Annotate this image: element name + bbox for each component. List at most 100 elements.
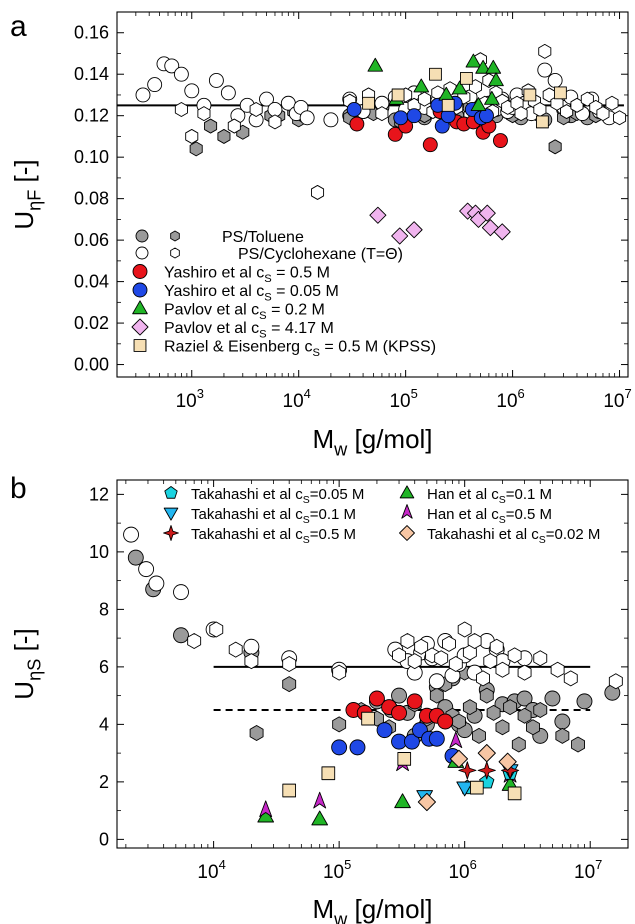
x-tick-base: 10 — [389, 391, 410, 412]
x-tick-exponent: 5 — [344, 857, 351, 872]
legend-marker-triangle — [399, 485, 415, 499]
x-axis-label-part: M — [312, 424, 334, 454]
legend-entry: Han et al cS=0.1 M — [399, 485, 552, 506]
x-tick-base: 10 — [323, 862, 344, 883]
data-point-triangle — [465, 53, 482, 68]
legend-entry: Takahashi et al cS=0.02 M — [399, 525, 600, 546]
data-point-circle — [422, 137, 438, 153]
legend-entry: Takahashi et al cS=0.5 M — [163, 525, 356, 546]
data-point-diamond — [449, 749, 469, 768]
legend-label-sub: S — [539, 534, 546, 546]
data-point-hexagon — [227, 118, 241, 134]
x-tick-base: 10 — [197, 862, 218, 883]
legend-label: PS/Cyclohexane (T=Θ) — [238, 246, 403, 263]
data-point-hexagon — [197, 106, 211, 122]
data-point-circle — [123, 526, 140, 543]
data-point-diamond — [477, 744, 496, 763]
plot-frame — [116, 11, 629, 378]
legend-marker-square — [133, 339, 147, 352]
data-point-square — [441, 98, 455, 112]
data-point-hexagon — [514, 106, 528, 122]
data-point-square — [361, 711, 375, 726]
legend-marker-pentagon — [164, 486, 178, 499]
data-point-arrow — [449, 731, 463, 749]
data-point-hexagon — [517, 664, 532, 681]
data-point-hexagon — [486, 704, 501, 721]
panel-label: a — [10, 10, 27, 43]
data-point-hexagon — [282, 656, 297, 672]
data-point-triangle — [311, 810, 329, 826]
data-point-hexagon — [249, 102, 263, 117]
x-tick-base: 10 — [603, 391, 624, 412]
data-point-diamond — [493, 223, 511, 241]
data-point-hexagon — [533, 702, 548, 718]
data-point-hexagon — [228, 641, 243, 658]
data-point-circle — [428, 730, 445, 747]
legend-label: Han et al cS=0.1 M — [427, 486, 552, 506]
legend-marker-circle — [135, 229, 149, 243]
data-point-hexagon — [580, 91, 594, 107]
legend-entry: Pavlov et al cS = 4.17 M — [131, 318, 334, 340]
x-tick-exponent: 7 — [624, 386, 631, 401]
data-point-star — [477, 761, 496, 780]
data-point-circle — [267, 102, 283, 117]
legend-label-sub: S — [303, 534, 310, 546]
data-point-diamond — [478, 204, 496, 222]
legend-label-sub: S — [259, 328, 266, 340]
legend-marker-circle — [132, 264, 148, 279]
data-point-triangle — [413, 78, 430, 93]
data-point-hexagon — [550, 95, 564, 111]
data-point-hexagon — [533, 102, 547, 117]
legend-marker-hexagon — [170, 230, 180, 242]
data-point-hexagon — [462, 644, 477, 661]
plot-frame — [116, 479, 629, 849]
legend-label: Han et al cS=0.5 M — [427, 506, 552, 526]
data-point-hexagon — [457, 621, 472, 638]
data-point-circle — [135, 87, 151, 103]
data-point-circle — [164, 58, 180, 74]
x-axis-label-sub: w — [333, 909, 348, 924]
data-point-hexagon — [608, 673, 623, 690]
legend-label-sub: S — [259, 310, 266, 322]
legend-label: Takahashi et al cS=0.1 M — [191, 506, 356, 526]
data-point-hexagon — [596, 106, 610, 122]
x-tick-exponent: 4 — [219, 857, 226, 872]
data-point-hexagon — [511, 736, 526, 753]
data-point-circle — [173, 584, 189, 601]
data-point-hexagon — [442, 635, 456, 652]
x-tick-base: 10 — [283, 391, 304, 412]
data-point-circle — [576, 693, 593, 710]
series-diamond-peach — [417, 744, 517, 812]
y-tick-label: 0.06 — [74, 230, 109, 250]
data-point-circle — [173, 66, 189, 82]
legend-label-part: =0.05 M — [310, 486, 365, 503]
legend-entry: Takahashi et al cS=0.05 M — [164, 486, 365, 506]
data-point-circle — [147, 77, 163, 93]
data-point-circle — [184, 83, 200, 99]
y-tick-label: 12 — [89, 484, 109, 504]
x-tick-base: 10 — [496, 391, 517, 412]
y-tick-label: 0.08 — [74, 189, 109, 209]
data-point-hexagon — [392, 647, 406, 664]
data-point-diamond — [481, 219, 499, 237]
y-tick-label: 4 — [99, 714, 109, 734]
data-point-circle — [148, 575, 165, 592]
series-hexagon-white — [187, 621, 623, 690]
x-tick-label: 104 — [197, 857, 225, 883]
data-point-circle — [547, 72, 563, 88]
data-point-circle — [516, 690, 533, 707]
data-point-circle — [208, 72, 224, 88]
data-point-square — [507, 786, 522, 801]
data-point-hexagon — [185, 128, 199, 144]
data-point-hexagon — [517, 707, 532, 724]
series-diamond-pink — [369, 202, 511, 245]
x-tick-label: 103 — [176, 386, 204, 412]
data-point-circle — [138, 561, 155, 578]
data-point-hexagon — [332, 716, 347, 733]
data-point-square — [554, 86, 567, 100]
y-tick-label: 0.14 — [74, 64, 109, 84]
y-axis-label-sub: ηF — [24, 190, 44, 211]
data-point-hexagon — [605, 95, 619, 111]
data-point-triangle — [367, 57, 384, 72]
